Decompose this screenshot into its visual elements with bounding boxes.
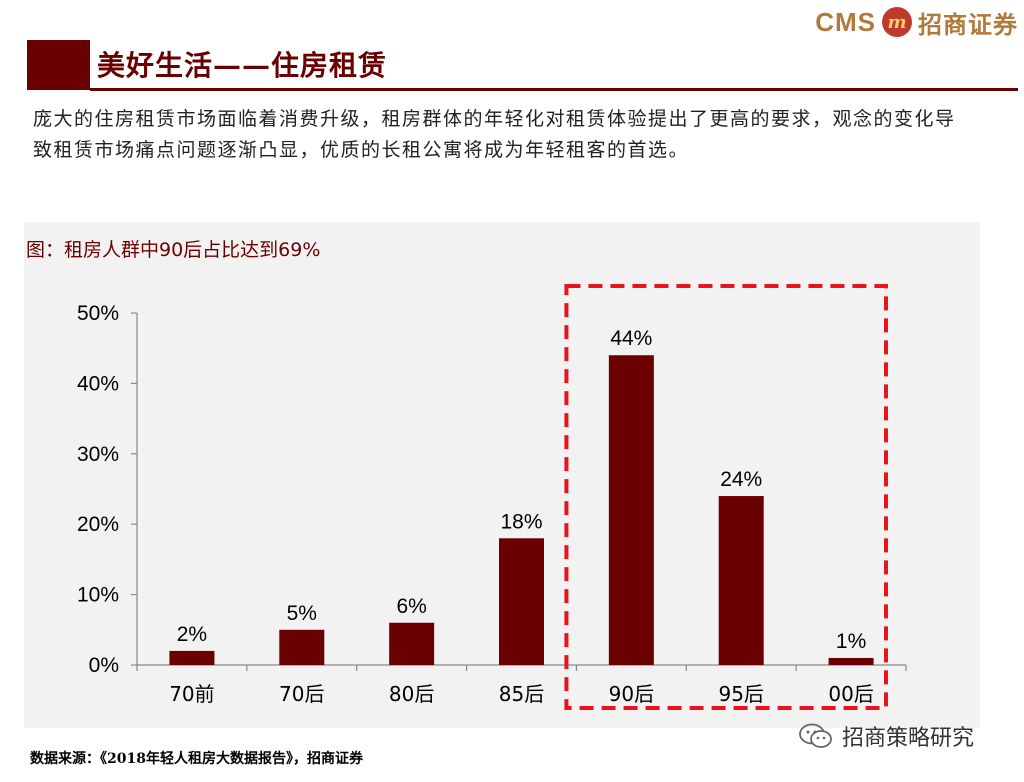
bar bbox=[279, 629, 325, 665]
intro-paragraph: 庞大的住房租赁市场面临着消费升级，租房群体的年轻化对租赁体验提出了更高的要求，观… bbox=[33, 108, 956, 161]
source-note: 数据来源：《2018年轻人租房大数据报告》，招商证券 bbox=[30, 751, 363, 767]
bar bbox=[389, 622, 435, 665]
category-label: 95后 bbox=[718, 682, 763, 706]
company-logo: CMS m 招商证券 bbox=[815, 4, 1018, 40]
bar bbox=[608, 355, 654, 665]
y-tick-label: 10% bbox=[77, 584, 119, 607]
wechat-icon bbox=[799, 723, 832, 748]
title-underline bbox=[90, 88, 1018, 91]
y-tick-label: 50% bbox=[77, 302, 119, 325]
logo-latin: CMS bbox=[815, 6, 876, 37]
data-label: 1% bbox=[836, 630, 866, 653]
bar bbox=[718, 496, 764, 665]
y-tick-label: 30% bbox=[77, 443, 119, 466]
page-title: 美好生活——住房租赁 bbox=[97, 49, 388, 82]
title-accent-block bbox=[27, 40, 90, 90]
category-label: 70后 bbox=[279, 682, 324, 706]
bar bbox=[828, 657, 874, 665]
category-label: 85后 bbox=[499, 682, 544, 706]
y-tick-label: 0% bbox=[89, 654, 119, 677]
wechat-watermark: 招商策略研究 bbox=[798, 720, 974, 752]
data-label: 18% bbox=[500, 510, 542, 533]
category-label: 90后 bbox=[609, 682, 654, 706]
data-label: 44% bbox=[610, 327, 652, 350]
highlight-box bbox=[564, 284, 889, 710]
watermark-text: 招商策略研究 bbox=[842, 726, 975, 751]
category-label: 70前 bbox=[169, 682, 214, 706]
data-label: 6% bbox=[396, 595, 426, 618]
y-tick-label: 20% bbox=[77, 513, 119, 536]
bar bbox=[169, 650, 215, 665]
category-label: 80后 bbox=[389, 682, 434, 706]
category-label: 00后 bbox=[828, 682, 873, 706]
chart-title: 图：租房人群中90后占比达到69% bbox=[26, 239, 321, 261]
data-label: 5% bbox=[287, 602, 317, 625]
logo-chinese: 招商证券 bbox=[918, 9, 1018, 39]
data-label: 2% bbox=[177, 623, 207, 646]
bar bbox=[499, 538, 544, 665]
y-tick-label: 40% bbox=[77, 372, 119, 395]
logo-mark-icon: m bbox=[882, 7, 912, 37]
data-label: 24% bbox=[720, 468, 762, 491]
